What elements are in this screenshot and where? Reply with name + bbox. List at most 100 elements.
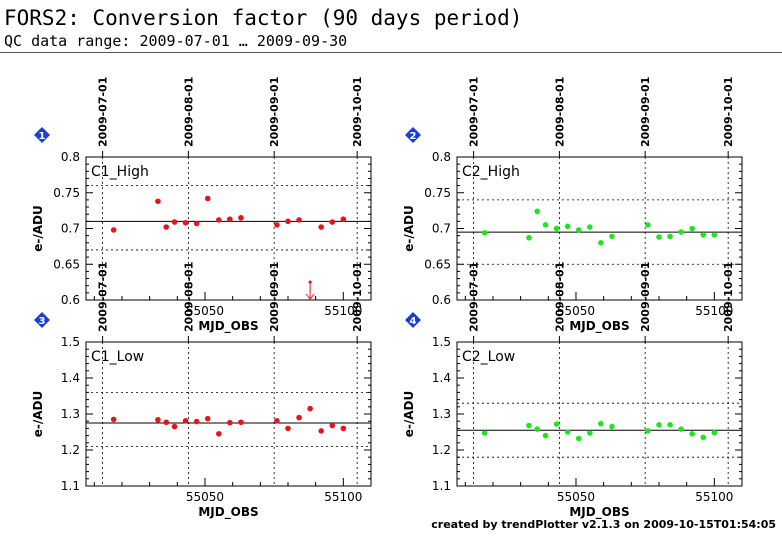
data-point — [110, 416, 117, 423]
data-point — [526, 422, 532, 429]
data-point — [645, 222, 651, 228]
page-title: FORS2: Conversion factor (90 days period… — [4, 6, 523, 30]
data-point — [329, 422, 336, 429]
y-tick-label: 1.3 — [61, 407, 80, 421]
data-point — [678, 229, 684, 235]
data-point — [318, 224, 324, 230]
data-point — [193, 220, 200, 227]
data-point — [481, 229, 488, 236]
data-point — [193, 418, 200, 425]
data-point — [340, 425, 347, 432]
y-tick-label: 0.75 — [424, 186, 451, 200]
y-tick-label: 1.2 — [432, 443, 451, 457]
data-point — [645, 428, 651, 434]
data-point — [182, 418, 189, 424]
y-axis-label: e-/ADU — [402, 391, 416, 438]
data-point — [711, 232, 718, 238]
date-tick-label: 2009-09-01 — [268, 77, 281, 147]
data-point — [155, 198, 161, 205]
panel-label: C2_High — [462, 164, 520, 180]
panel-badge-icon — [34, 127, 50, 143]
footer-credit: created by trendPlotter v2.1.3 on 2009-1… — [431, 518, 776, 531]
data-point — [171, 219, 178, 225]
data-point — [598, 240, 604, 246]
y-tick-label: 0.7 — [432, 222, 451, 236]
data-point — [481, 430, 488, 436]
data-point — [296, 414, 302, 421]
date-tick-label: 2009-07-01 — [97, 262, 110, 332]
data-point — [171, 423, 178, 430]
data-point — [689, 225, 695, 232]
data-point — [155, 416, 161, 423]
date-tick-label: 2009-09-01 — [268, 262, 281, 332]
y-axis-label: e-/ADU — [31, 391, 45, 438]
plot-panel-2: 2009-07-01 2009-08-01 2009-09-01 2009-10-01… — [402, 77, 743, 334]
data-point — [238, 214, 244, 221]
data-point — [285, 425, 291, 432]
data-point — [110, 227, 117, 233]
date-tick-label: 2009-10-01 — [722, 262, 735, 332]
panel-badge-icon — [34, 312, 50, 328]
y-tick-label: 1.2 — [61, 443, 80, 457]
data-point — [227, 216, 233, 223]
data-point — [296, 217, 302, 223]
y-tick-label: 1.3 — [432, 407, 451, 421]
data-point — [227, 419, 233, 426]
data-point — [678, 426, 684, 432]
data-point — [307, 405, 313, 412]
date-tick-label: 2009-10-01 — [722, 77, 735, 147]
panel-label: C1_Low — [91, 349, 144, 365]
y-tick-label: 0.75 — [53, 186, 80, 200]
x-tick-label: 55100 — [695, 490, 733, 504]
data-point — [609, 233, 615, 240]
x-tick-label: 55050 — [186, 304, 224, 318]
data-point — [700, 434, 707, 441]
panel-label: C1_High — [91, 164, 149, 180]
data-point — [542, 222, 549, 228]
data-point — [711, 429, 718, 436]
y-axis-label: e-/ADU — [402, 205, 416, 252]
data-point — [587, 430, 593, 436]
y-tick-label: 1.4 — [61, 371, 80, 385]
data-point — [542, 432, 549, 439]
data-point — [329, 219, 336, 225]
x-tick-label: 55050 — [186, 490, 224, 504]
x-tick-label: 55050 — [557, 304, 595, 318]
y-tick-label: 0.6 — [432, 293, 451, 307]
y-tick-label: 1.4 — [432, 371, 451, 385]
y-tick-label: 0.8 — [432, 150, 451, 164]
data-point — [163, 419, 170, 426]
data-point — [609, 423, 615, 430]
date-tick-label: 2009-08-01 — [182, 77, 195, 147]
data-point — [216, 217, 222, 223]
header-divider — [0, 52, 782, 53]
data-point — [656, 234, 662, 240]
panel-badge-number: 4 — [410, 316, 417, 327]
date-tick-label: 2009-08-01 — [553, 77, 566, 147]
data-point — [564, 223, 571, 230]
data-point — [182, 219, 189, 226]
data-point — [274, 418, 280, 424]
date-tick-label: 2009-07-01 — [468, 77, 481, 147]
date-tick-label: 2009-08-01 — [553, 262, 566, 332]
outlier-arrowhead — [305, 293, 315, 300]
data-point — [340, 216, 347, 223]
y-tick-label: 0.8 — [61, 150, 80, 164]
data-point — [216, 431, 222, 437]
plot-panel-3: 2009-07-01 2009-08-01 2009-09-01 2009-10-01… — [31, 262, 372, 520]
date-tick-label: 2009-10-01 — [351, 262, 364, 332]
x-axis-label: MJD_OBS — [198, 505, 258, 520]
data-point — [575, 435, 582, 442]
data-point — [700, 232, 707, 238]
x-tick-label: 55100 — [324, 490, 362, 504]
data-point — [575, 227, 582, 233]
data-point — [318, 428, 324, 434]
plot-panel-1: 2009-07-01 2009-08-01 2009-09-01 2009-10-01… — [31, 77, 372, 334]
plot-panel-4: 2009-07-01 2009-08-01 2009-09-01 2009-10-01… — [402, 262, 743, 520]
data-point — [534, 426, 541, 432]
panel-badge-number: 1 — [39, 131, 46, 142]
data-point — [163, 224, 170, 230]
data-point — [667, 233, 673, 240]
panel-badge-number: 3 — [39, 316, 46, 327]
